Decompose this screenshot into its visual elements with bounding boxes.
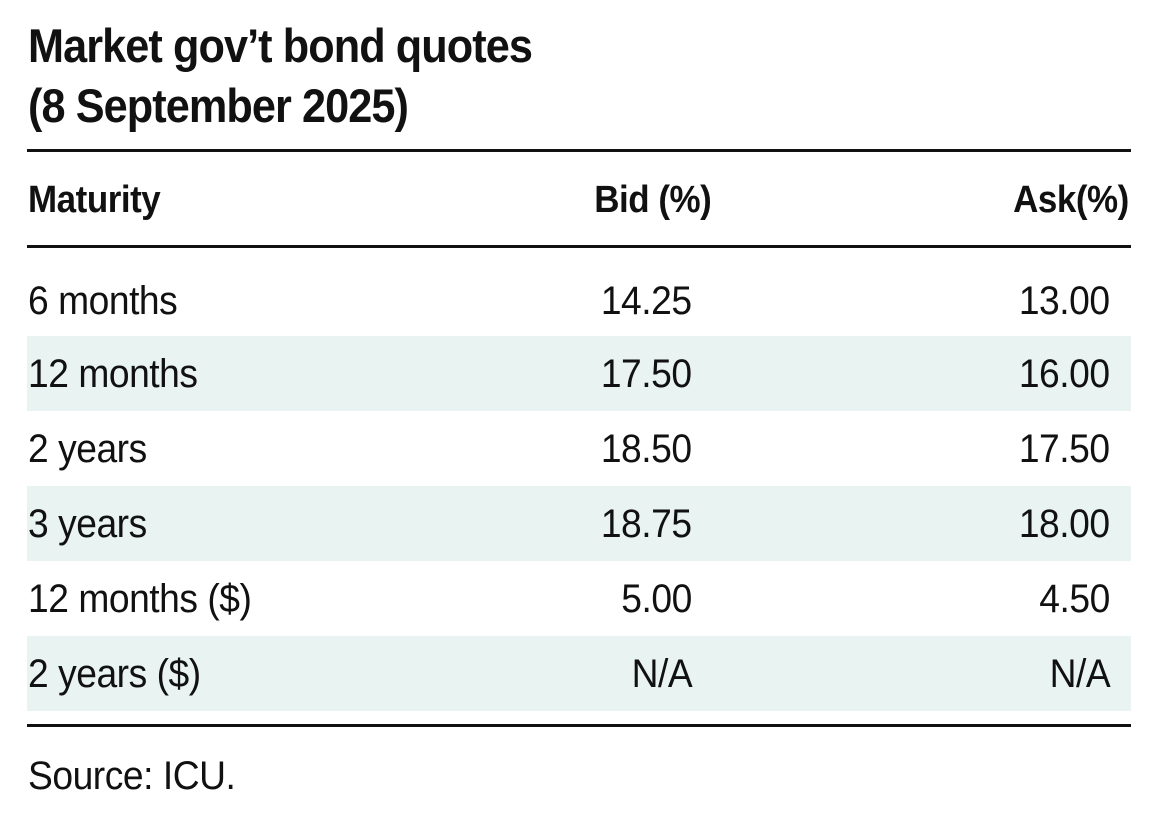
- table-row: 2 years 18.50 17.50: [27, 411, 1131, 486]
- maturity-cell: 6 months: [28, 279, 178, 323]
- column-header-maturity: Maturity: [28, 179, 161, 221]
- source-note: Source: ICU.: [28, 754, 236, 798]
- maturity-cell: 12 months ($): [28, 576, 252, 621]
- bid-cell: 17.50: [601, 351, 692, 396]
- bid-cell: 14.25: [601, 279, 692, 323]
- maturity-cell: 2 years: [28, 426, 147, 471]
- ask-cell: 18.00: [1019, 501, 1110, 546]
- bottom-rule: [27, 724, 1131, 727]
- bid-cell: 18.50: [601, 426, 692, 471]
- ask-cell: 13.00: [1019, 279, 1110, 323]
- table-row: 2 years ($) N/A N/A: [27, 636, 1131, 711]
- table-row: 6 months 14.25 13.00: [27, 266, 1131, 336]
- bid-cell: 18.75: [601, 501, 692, 546]
- column-header-ask: Ask(%): [1013, 179, 1129, 221]
- table-title: Market gov’t bond quotes (8 September 20…: [28, 16, 1049, 136]
- ask-cell: 17.50: [1019, 426, 1110, 471]
- top-rule: [27, 149, 1131, 152]
- column-header-bid: Bid (%): [593, 179, 712, 221]
- ask-cell: 16.00: [1019, 351, 1110, 396]
- table-row: 12 months ($) 5.00 4.50: [27, 561, 1131, 636]
- maturity-cell: 3 years: [28, 501, 147, 546]
- title-line-2: (8 September 2025): [28, 79, 409, 132]
- title-line-1: Market gov’t bond quotes: [28, 19, 533, 72]
- header-rule: [27, 245, 1131, 248]
- ask-cell: N/A: [1049, 651, 1110, 696]
- bid-cell: 5.00: [621, 576, 692, 621]
- ask-cell: 4.50: [1039, 576, 1110, 621]
- maturity-cell: 12 months: [28, 351, 198, 396]
- bid-cell: N/A: [631, 651, 692, 696]
- maturity-cell: 2 years ($): [28, 651, 201, 696]
- table-row: 12 months 17.50 16.00: [27, 336, 1131, 411]
- table-row: 3 years 18.75 18.00: [27, 486, 1131, 561]
- table-body: 6 months 14.25 13.00 12 months 17.50 16.…: [27, 266, 1131, 711]
